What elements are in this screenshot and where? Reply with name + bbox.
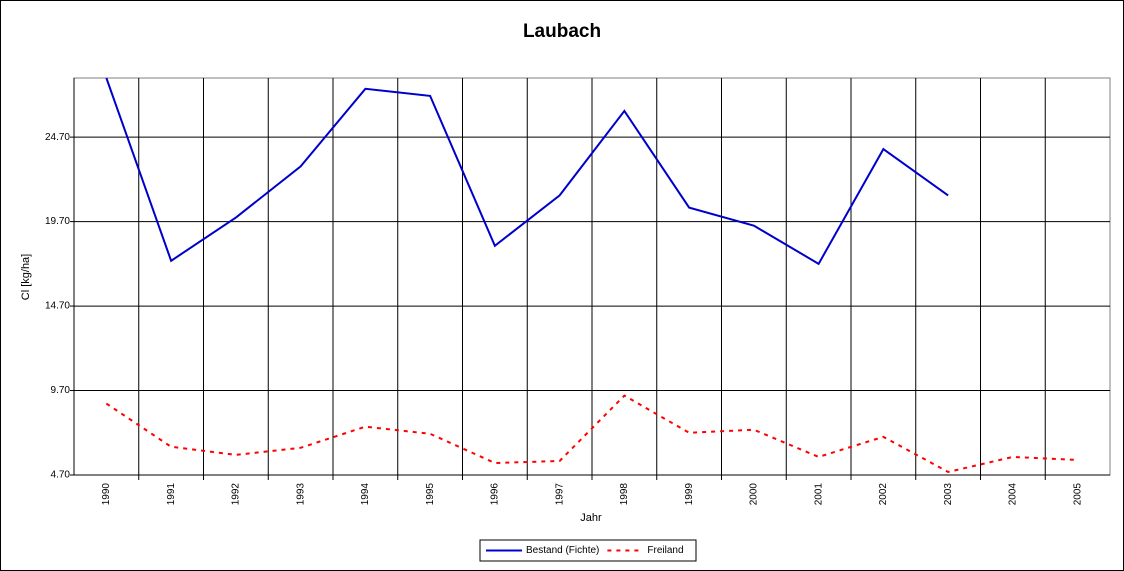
x-tick-label: 2003 <box>943 483 954 506</box>
y-tick-label: 19.70 <box>45 216 70 227</box>
legend-label: Freiland <box>647 545 683 556</box>
y-tick-label: 9.70 <box>51 385 71 396</box>
x-tick-label: 2004 <box>1008 483 1019 506</box>
y-tick-label: 14.70 <box>45 301 70 312</box>
series-line <box>105 394 1078 474</box>
x-tick-label: 2002 <box>878 483 889 506</box>
y-tick-label: 4.70 <box>51 470 71 481</box>
x-tick-label: 1990 <box>101 483 112 506</box>
y-axis-label: Cl [kg/ha] <box>20 254 32 300</box>
legend-box <box>479 539 697 562</box>
x-tick-label: 1994 <box>360 483 371 506</box>
x-tick-label: 1995 <box>425 483 436 506</box>
x-tick-label: 1992 <box>231 483 242 506</box>
x-tick-label: 1996 <box>490 483 501 506</box>
x-tick-label: 1991 <box>166 483 177 506</box>
x-tick-label: 2005 <box>1072 483 1083 506</box>
chart-title: Laubach <box>523 21 601 42</box>
legend-label: Bestand (Fichte) <box>526 545 599 556</box>
y-tick-label: 24.70 <box>45 132 70 143</box>
x-tick-label: 1999 <box>684 483 695 506</box>
x-tick-label: 2000 <box>749 483 760 506</box>
x-axis-label: Jahr <box>580 512 602 524</box>
x-tick-label: 2001 <box>813 483 824 506</box>
x-tick-label: 1998 <box>619 483 630 506</box>
series-line <box>105 77 949 266</box>
x-tick-label: 1993 <box>295 483 306 506</box>
x-tick-label: 1997 <box>554 483 565 506</box>
